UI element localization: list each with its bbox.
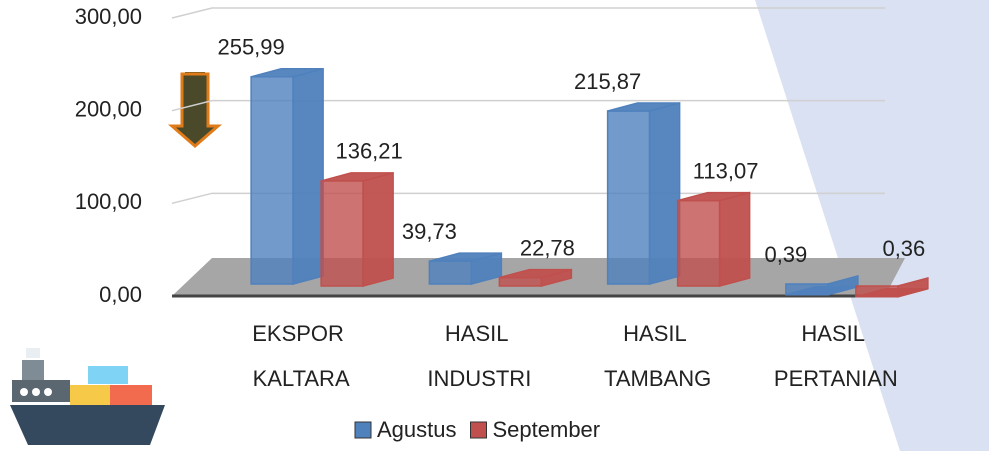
bar: [606, 102, 681, 285]
grid-line: [171, 99, 885, 112]
background-shape: [755, 0, 989, 451]
bar: [855, 277, 929, 298]
bar: [785, 275, 859, 296]
bar-face: [855, 287, 929, 298]
ship-icon: [10, 348, 165, 445]
bar-face: [292, 67, 324, 285]
bar-face: [362, 171, 394, 287]
bar-face: [648, 102, 681, 285]
bar-face: [499, 268, 572, 279]
x-tick-label: HASIL TAMBANG: [604, 321, 711, 391]
x-tick-label: HASIL INDUSTRI: [427, 321, 531, 391]
bar: [250, 67, 324, 285]
bar-face: [498, 276, 543, 287]
bar-face: [250, 68, 324, 78]
data-label: 136,21: [335, 139, 402, 164]
bar-face: [677, 191, 750, 202]
bar-face: [429, 252, 502, 262]
bar-face: [718, 191, 751, 287]
data-label: 113,07: [693, 158, 759, 183]
legend-label: Agustus: [377, 417, 457, 442]
legend-swatch: [470, 421, 487, 439]
bar-face: [428, 260, 473, 285]
data-label: 215,87: [574, 69, 641, 94]
data-label: 39,73: [402, 219, 457, 244]
bar-face: [250, 76, 294, 285]
arrow-icon: [167, 72, 223, 148]
y-tick-label: 200,00: [75, 96, 142, 121]
bar-face: [607, 102, 680, 112]
bar: [428, 252, 503, 285]
bar-face: [606, 110, 651, 285]
y-tick-label: 0,00: [99, 282, 142, 307]
x-tick-label: EKSPOR KALTARA: [252, 321, 350, 391]
bar: [676, 191, 751, 287]
y-tick-label: 300,00: [75, 4, 142, 29]
bar-face: [320, 172, 394, 182]
bar-face: [676, 199, 721, 287]
bar: [498, 268, 573, 287]
grid-line: [171, 7, 885, 19]
x-tick-label: HASIL PERTANIAN: [774, 321, 898, 391]
y-tick-label: 100,00: [75, 189, 142, 214]
legend-label: September: [493, 417, 601, 442]
data-label: 22,78: [520, 235, 575, 260]
legend-swatch: [354, 421, 372, 439]
data-label: 0,39: [764, 242, 807, 267]
bar: [320, 171, 394, 287]
data-label: 0,36: [882, 236, 925, 261]
bar-face: [320, 180, 364, 287]
data-label: 255,99: [217, 35, 284, 60]
